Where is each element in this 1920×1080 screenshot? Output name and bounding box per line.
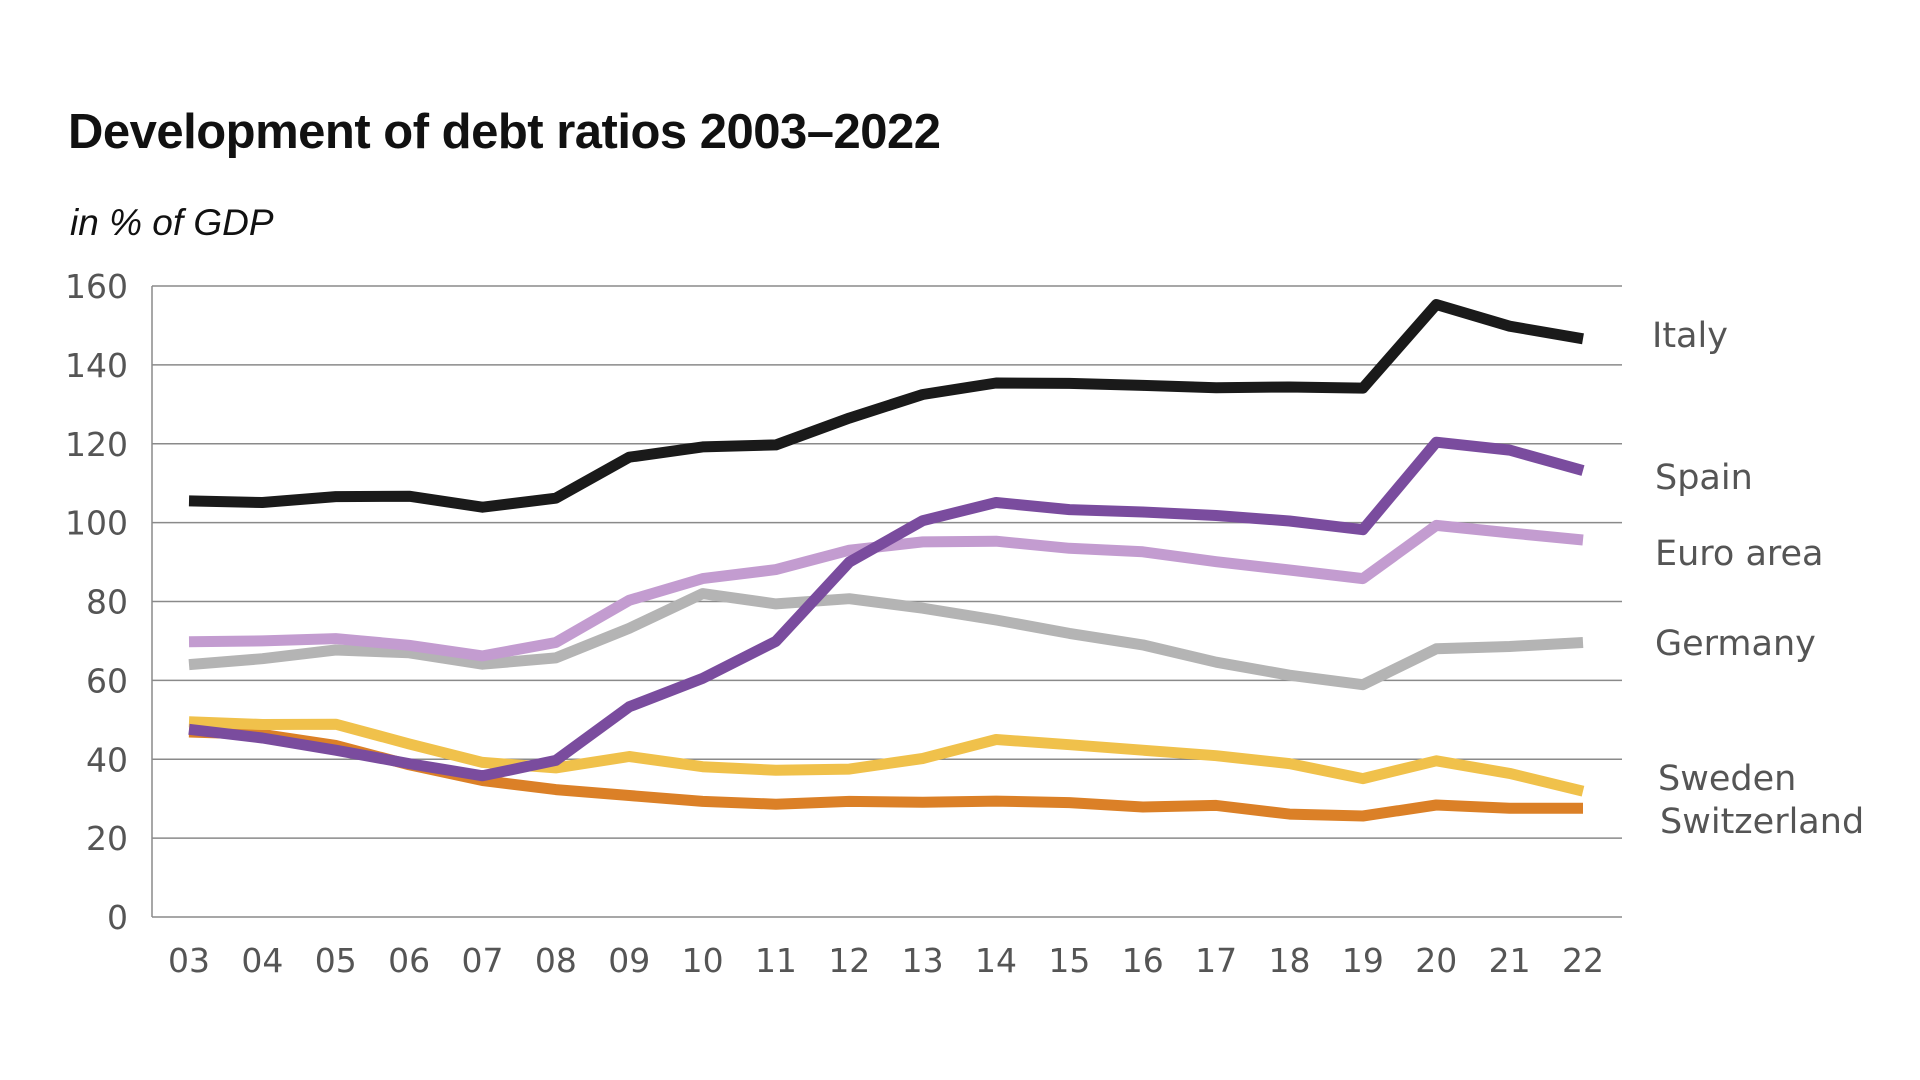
chart-title: Development of debt ratios 2003–2022 (68, 105, 941, 159)
x-tick-label: 09 (608, 941, 650, 980)
y-tick-label: 80 (86, 583, 128, 622)
series-line-sweden (188, 716, 1585, 797)
y-tick-label: 60 (86, 661, 128, 700)
x-tick-label: 18 (1269, 941, 1311, 980)
x-tick-label: 17 (1195, 941, 1237, 980)
x-tick-label: 05 (315, 941, 357, 980)
series-label-euro-area: Euro area (1655, 534, 1824, 574)
x-tick-label: 16 (1122, 941, 1164, 980)
x-tick-label: 21 (1489, 941, 1531, 980)
series-line-germany (188, 588, 1584, 691)
y-tick-label: 140 (65, 346, 128, 385)
x-tick-label: 12 (828, 941, 870, 980)
y-tick-label: 160 (65, 267, 128, 306)
x-tick-label: 13 (902, 941, 944, 980)
series-label-spain: Spain (1655, 458, 1753, 498)
x-tick-label: 06 (388, 941, 430, 980)
y-tick-label: 0 (107, 898, 128, 937)
x-tick-label: 19 (1342, 941, 1384, 980)
x-tick-label: 15 (1048, 941, 1090, 980)
series-label-italy: Italy (1652, 316, 1728, 356)
x-axis-ticks: 03 04 05 06 07 08 09 10 11 12 13 14 15 16 17 18 19 20 21 22 (168, 941, 1604, 980)
x-tick-label: 03 (168, 941, 210, 980)
y-tick-label: 20 (86, 819, 128, 858)
series-label-germany: Germany (1655, 624, 1816, 664)
x-tick-label: 10 (682, 941, 724, 980)
chart-subtitle: in % of GDP (70, 202, 274, 243)
y-tick-label: 120 (65, 425, 128, 464)
x-tick-label: 04 (241, 941, 283, 980)
series-line-italy (188, 299, 1584, 513)
x-tick-label: 20 (1415, 941, 1457, 980)
x-tick-label: 11 (755, 941, 797, 980)
x-tick-label: 07 (461, 941, 503, 980)
x-tick-label: 22 (1562, 941, 1604, 980)
x-tick-label: 14 (975, 941, 1017, 980)
y-tick-label: 40 (86, 740, 128, 779)
y-tick-label: 100 (65, 504, 128, 543)
series-label-switzerland: Switzerland (1660, 802, 1864, 842)
series-label-sweden: Sweden (1658, 759, 1796, 799)
axes (151, 286, 1622, 918)
series-labels: Italy Spain Euro area Germany SwedenSwitzerl… (1652, 316, 1864, 842)
x-tick-label: 08 (535, 941, 577, 980)
y-axis-ticks: 0 20 40 60 80 100 120 140 160 (65, 267, 128, 937)
series-lines (188, 299, 1585, 822)
series-line-spain (188, 436, 1585, 782)
